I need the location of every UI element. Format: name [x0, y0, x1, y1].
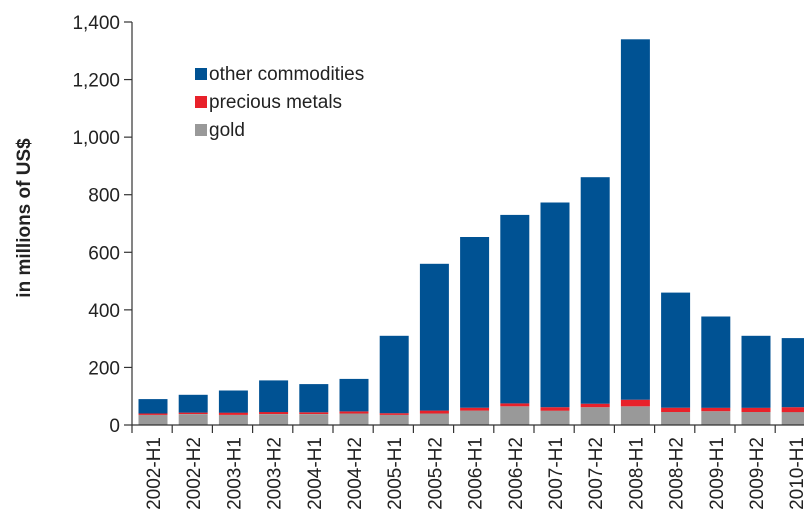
bar-other-commodities-2009-H1: [701, 316, 731, 408]
bar-other-commodities-2003-H1: [218, 390, 248, 413]
y-ticks-group: 0 200 400 600 800 1,000 1,200 1,400: [72, 13, 132, 437]
legend-swatch-gold: [195, 124, 207, 136]
x-tick-label: 2002-H2: [184, 437, 205, 510]
y-tick-label: 600: [88, 243, 120, 264]
x-tick-label: 2003-H2: [265, 437, 286, 510]
bar-other-commodities-2004-H1: [299, 384, 329, 413]
bar-precious-metals-2002-H1: [138, 413, 168, 415]
x-tick-label: 2008-H1: [626, 437, 647, 510]
bar-other-commodities-2010-H1: [781, 338, 804, 408]
x-tick-label: 2005-H2: [425, 437, 446, 510]
bar-other-commodities-2004-H2: [339, 378, 369, 412]
legend-swatch-precious-metals: [195, 96, 207, 108]
bar-gold-2008-H2: [661, 412, 691, 425]
x-tick-label: 2006-H2: [506, 437, 527, 510]
bar-precious-metals-2008-H2: [661, 407, 691, 412]
bar-precious-metals-2006-H2: [500, 403, 530, 407]
legend-swatch-other-commodities: [195, 68, 207, 80]
bar-gold-2007-H1: [540, 410, 570, 425]
y-axis-label: in millions of US$: [14, 138, 35, 298]
legend-label-gold: gold: [209, 120, 245, 141]
bar-gold-2002-H1: [138, 414, 168, 425]
bar-gold-2006-H1: [460, 410, 490, 425]
x-tick-label: 2006-H1: [466, 437, 487, 510]
bar-gold-2010-H1: [781, 412, 804, 425]
bar-other-commodities-2005-H1: [379, 335, 409, 414]
bar-precious-metals-2010-H1: [781, 407, 804, 413]
x-ticks-group: 2002-H1 2002-H2 2003-H1 2003-H2 2004-H1 2004-…: [131, 425, 804, 510]
bar-precious-metals-2005-H2: [419, 410, 449, 414]
x-tick-label: 2009-H1: [707, 437, 728, 510]
bar-gold-2009-H2: [741, 412, 771, 425]
legend-label-other-commodities: other commodities: [209, 64, 364, 85]
bar-precious-metals-2008-H1: [620, 399, 650, 407]
bar-gold-2004-H2: [339, 413, 369, 425]
y-tick-label: 1,000: [72, 128, 120, 149]
bar-gold-2008-H1: [620, 406, 650, 425]
bar-gold-2004-H1: [299, 414, 329, 425]
bar-other-commodities-2007-H2: [580, 177, 610, 404]
y-tick-label: 0: [109, 416, 120, 437]
bar-precious-metals-2006-H1: [460, 407, 490, 411]
legend-label-precious-metals: precious metals: [209, 92, 342, 113]
bar-precious-metals-2007-H1: [540, 407, 570, 411]
bar-other-commodities-2007-H1: [540, 202, 570, 408]
bar-precious-metals-2002-H2: [178, 412, 208, 414]
x-tick-label: 2008-H2: [667, 437, 688, 510]
bar-gold-2005-H2: [419, 413, 449, 425]
bar-other-commodities-2006-H1: [460, 237, 490, 408]
x-tick-label: 2007-H1: [546, 437, 567, 510]
bar-other-commodities-2008-H1: [620, 39, 650, 400]
bar-gold-2003-H1: [218, 414, 248, 425]
y-tick-label: 1,200: [72, 71, 120, 92]
axes-group: [131, 22, 804, 426]
y-axis-label-group: in millions of US$: [14, 138, 35, 298]
bar-precious-metals-2003-H2: [259, 412, 289, 414]
bar-gold-2006-H2: [500, 406, 530, 425]
bar-precious-metals-2003-H1: [218, 412, 248, 415]
legend: other commodities precious metals gold: [195, 64, 364, 141]
bar-other-commodities-2006-H2: [500, 214, 530, 404]
bar-precious-metals-2005-H1: [379, 413, 409, 415]
bar-other-commodities-2002-H2: [178, 394, 208, 413]
bar-other-commodities-2002-H1: [138, 399, 168, 414]
bars-group: [138, 39, 804, 425]
bar-precious-metals-2007-H2: [580, 403, 610, 408]
x-tick-label: 2010-H1: [787, 437, 804, 510]
x-tick-label: 2007-H2: [586, 437, 607, 510]
bar-other-commodities-2003-H2: [259, 380, 289, 413]
bar-other-commodities-2008-H2: [661, 292, 691, 408]
bar-precious-metals-2009-H1: [701, 407, 731, 412]
x-tick-label: 2004-H1: [305, 437, 326, 510]
bar-precious-metals-2004-H1: [299, 412, 329, 414]
x-tick-label: 2009-H2: [747, 437, 768, 510]
bar-gold-2002-H2: [178, 414, 208, 425]
y-tick-label: 800: [88, 186, 120, 207]
bar-gold-2007-H2: [580, 407, 610, 425]
bar-other-commodities-2009-H2: [741, 335, 771, 408]
x-tick-label: 2005-H1: [385, 437, 406, 510]
y-tick-label: 400: [88, 301, 120, 322]
y-tick-label: 1,400: [72, 13, 120, 34]
y-tick-label: 200: [88, 358, 120, 379]
x-tick-label: 2002-H1: [144, 437, 165, 510]
x-tick-label: 2004-H2: [345, 437, 366, 510]
x-tick-label: 2003-H1: [224, 437, 245, 510]
bar-gold-2005-H1: [379, 414, 409, 425]
bar-gold-2009-H1: [701, 411, 731, 425]
bar-other-commodities-2005-H2: [419, 263, 449, 411]
bar-precious-metals-2004-H2: [339, 411, 369, 414]
bar-precious-metals-2009-H2: [741, 407, 771, 412]
bar-gold-2003-H2: [259, 414, 289, 425]
